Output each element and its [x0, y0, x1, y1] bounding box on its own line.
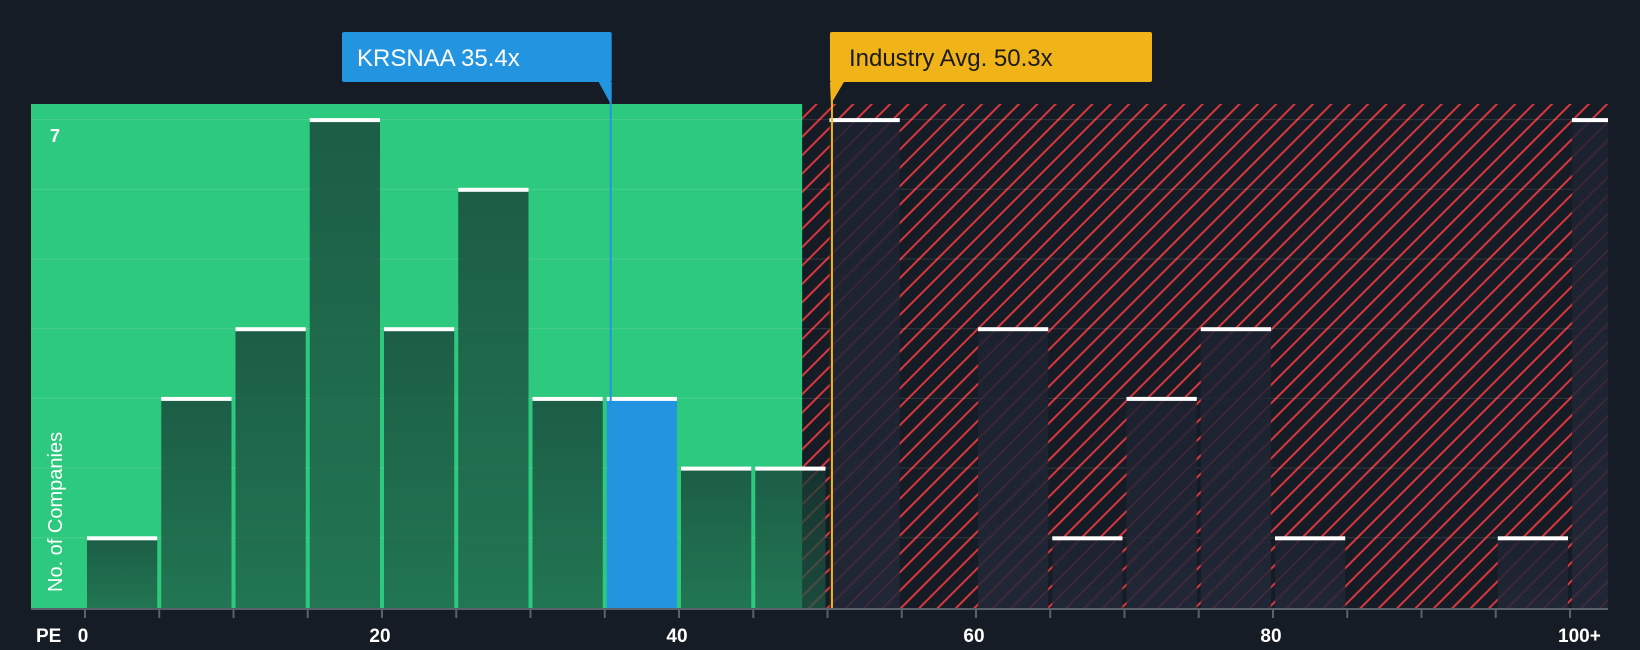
- histogram-bar-cap: [1497, 536, 1568, 541]
- histogram-bars: [87, 118, 1608, 609]
- company-marker: KRSNAA 35.4x: [342, 32, 612, 608]
- histogram-bar-cap: [87, 536, 158, 541]
- histogram-bar: [309, 120, 380, 608]
- industry-average-marker: Industry Avg. 50.3x: [829, 32, 1152, 608]
- x-tick-label: 0: [78, 626, 89, 647]
- histogram-bar: [1200, 329, 1271, 608]
- histogram-bar: [1275, 538, 1346, 608]
- histogram-bar-cap: [755, 466, 826, 471]
- company-callout-pointer: [598, 82, 612, 104]
- histogram-bar-highlighted: [606, 398, 677, 608]
- histogram-bar-cap: [235, 327, 306, 332]
- histogram-bar-cap: [829, 118, 900, 123]
- histogram-bar: [1052, 538, 1123, 608]
- histogram-bar-cap: [1275, 536, 1346, 541]
- histogram-bar-cap: [161, 396, 232, 401]
- histogram-bar: [161, 398, 232, 608]
- histogram-bar: [458, 189, 529, 609]
- histogram-bar-cap: [1200, 327, 1271, 332]
- x-axis-title: PE: [36, 626, 61, 647]
- histogram-bar-cap: [1052, 536, 1123, 541]
- histogram-bar: [1497, 538, 1568, 608]
- industry-average-callout-pointer: [829, 82, 844, 104]
- histogram-bar: [681, 468, 752, 608]
- x-tick-label: 20: [369, 626, 390, 647]
- histogram-bar-cap: [1572, 118, 1608, 123]
- histogram-bar-cap: [458, 187, 529, 192]
- histogram-bar: [235, 329, 306, 608]
- histogram-bar: [755, 468, 826, 608]
- histogram-bar: [829, 120, 900, 608]
- x-tick-label: 100+: [1558, 626, 1601, 647]
- industry-average-callout: [829, 32, 1152, 82]
- histogram-bar-cap: [532, 396, 603, 401]
- industry-average-callout-label: Industry Avg. 50.3x: [849, 45, 1053, 72]
- histogram-bar: [384, 329, 455, 608]
- y-tick-label: 7: [50, 126, 60, 146]
- x-axis-ticks: 0 20 40 60 80 100+: [78, 610, 1601, 647]
- histogram-bar-cap: [309, 118, 380, 123]
- histogram-bar: [1126, 398, 1197, 608]
- company-callout-label: KRSNAA 35.4x: [357, 45, 520, 72]
- histogram-bar: [87, 538, 158, 608]
- histogram-bar-cap: [681, 466, 752, 471]
- histogram-bar-cap: [978, 327, 1049, 332]
- histogram-bar: [532, 398, 603, 608]
- histogram-bar-cap: [1126, 396, 1197, 401]
- histogram-bar-cap: [384, 327, 455, 332]
- x-tick-label: 80: [1260, 626, 1281, 647]
- y-axis-title: No. of Companies: [45, 432, 67, 592]
- company-callout: [342, 32, 612, 82]
- y-axis-ticks: 7: [50, 126, 60, 146]
- x-tick-label: 60: [963, 626, 984, 647]
- x-tick-label: 40: [666, 626, 687, 647]
- histogram-bar-cap: [606, 396, 677, 401]
- histogram-bar: [1572, 120, 1608, 608]
- histogram-bar: [978, 329, 1049, 608]
